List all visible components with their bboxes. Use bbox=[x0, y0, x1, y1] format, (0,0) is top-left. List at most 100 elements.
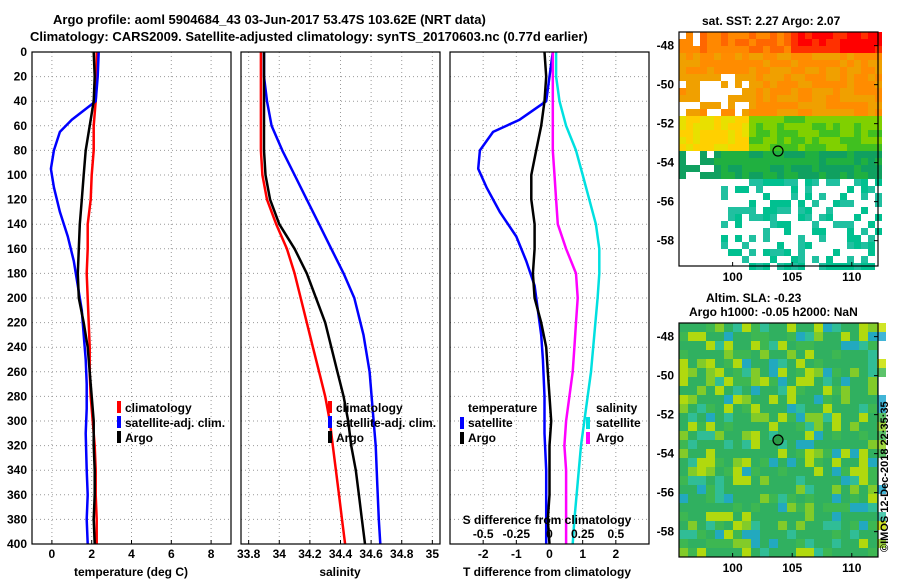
sst-cell bbox=[686, 165, 693, 172]
sla-cell bbox=[805, 449, 814, 458]
sst-cell bbox=[749, 46, 756, 53]
sst-cell bbox=[798, 214, 805, 221]
sla-cell bbox=[796, 341, 805, 350]
sla-cell bbox=[805, 440, 814, 449]
sst-cell bbox=[763, 207, 770, 214]
sst-cell bbox=[749, 81, 756, 88]
sla-cell bbox=[706, 413, 715, 422]
sst-cell bbox=[833, 81, 840, 88]
sla-cell bbox=[868, 323, 877, 332]
sst-cell bbox=[812, 39, 819, 46]
legend-title-temperature: temperature bbox=[468, 401, 538, 415]
sst-cell bbox=[756, 214, 763, 221]
sst-cell bbox=[728, 123, 735, 130]
sla-cell bbox=[823, 395, 832, 404]
sst-cell bbox=[777, 102, 784, 109]
sst-cell bbox=[784, 102, 791, 109]
sst-cell bbox=[742, 130, 749, 137]
sst-cell bbox=[700, 102, 707, 109]
sla-cell bbox=[814, 467, 823, 476]
sla-cell bbox=[841, 341, 850, 350]
sla-cell bbox=[841, 332, 850, 341]
sst-cell bbox=[749, 95, 756, 102]
legend-label-t-argo: Argo bbox=[468, 431, 496, 445]
sst-cell bbox=[833, 172, 840, 179]
sst-cell bbox=[812, 172, 819, 179]
sla-cell bbox=[679, 377, 688, 386]
sla-cell bbox=[877, 359, 886, 368]
sst-cell bbox=[763, 39, 770, 46]
sst-cell bbox=[847, 32, 854, 39]
sla-cell bbox=[832, 503, 841, 512]
sla-cell bbox=[814, 458, 823, 467]
sst-cell bbox=[805, 207, 812, 214]
sst-cell bbox=[763, 179, 770, 186]
sst-cell bbox=[770, 165, 777, 172]
sla-cell bbox=[760, 458, 769, 467]
sst-cell bbox=[700, 123, 707, 130]
sla-cell bbox=[724, 350, 733, 359]
sst-cell bbox=[840, 200, 847, 207]
sla-cell bbox=[814, 431, 823, 440]
sst-cell bbox=[861, 53, 868, 60]
sst-cell bbox=[784, 81, 791, 88]
sst-cell bbox=[707, 60, 714, 67]
sla-cell bbox=[679, 476, 688, 485]
sst-cell bbox=[770, 46, 777, 53]
sst-cell bbox=[763, 74, 770, 81]
series-line-s-argo bbox=[551, 52, 579, 544]
sla-cell bbox=[805, 539, 814, 548]
sla-cell bbox=[724, 512, 733, 521]
sla-cell bbox=[796, 422, 805, 431]
sst-cell bbox=[721, 109, 728, 116]
sst-cell bbox=[805, 151, 812, 158]
sst-cell bbox=[784, 88, 791, 95]
sla-cell bbox=[688, 395, 697, 404]
sla-cell bbox=[832, 512, 841, 521]
x-tick-label: 34.4 bbox=[329, 547, 353, 561]
sst-cell bbox=[770, 53, 777, 60]
sst-cell bbox=[756, 74, 763, 81]
sla-cell bbox=[733, 476, 742, 485]
difference-legend: temperature satellite Argo salinity sate… bbox=[460, 401, 641, 445]
sla-cell bbox=[679, 512, 688, 521]
sst-cell bbox=[812, 46, 819, 53]
sst-cell bbox=[847, 74, 854, 81]
sla-cell bbox=[805, 458, 814, 467]
sst-cell bbox=[707, 172, 714, 179]
map-y-tick-label: -58 bbox=[657, 234, 675, 248]
sla-map-cells bbox=[679, 323, 886, 557]
sst-cell bbox=[847, 102, 854, 109]
sla-cell bbox=[823, 323, 832, 332]
sst-cell bbox=[756, 88, 763, 95]
x-tick-label: 2 bbox=[88, 547, 95, 561]
sst-cell bbox=[847, 123, 854, 130]
sst-cell bbox=[742, 39, 749, 46]
sla-cell bbox=[859, 521, 868, 530]
sst-cell bbox=[784, 179, 791, 186]
sst-cell bbox=[700, 46, 707, 53]
sst-cell bbox=[819, 39, 826, 46]
sst-cell bbox=[861, 95, 868, 102]
sla-cell bbox=[742, 521, 751, 530]
sla-cell bbox=[715, 431, 724, 440]
sst-cell bbox=[777, 207, 784, 214]
sst-cell bbox=[707, 102, 714, 109]
sst-cell bbox=[728, 249, 735, 256]
sst-cell bbox=[868, 130, 875, 137]
map-x-tick-label: 110 bbox=[842, 561, 862, 575]
sst-cell bbox=[868, 46, 875, 53]
sst-cell bbox=[791, 88, 798, 95]
sst-cell bbox=[826, 214, 833, 221]
sst-cell bbox=[679, 60, 686, 67]
sst-cell bbox=[798, 81, 805, 88]
sst-cell bbox=[854, 144, 861, 151]
sst-cell bbox=[840, 102, 847, 109]
sla-cell bbox=[868, 368, 877, 377]
sst-cell bbox=[798, 116, 805, 123]
sst-cell bbox=[812, 81, 819, 88]
sla-cell bbox=[787, 323, 796, 332]
sst-cell bbox=[784, 221, 791, 228]
sst-cell bbox=[777, 137, 784, 144]
sla-cell bbox=[715, 476, 724, 485]
